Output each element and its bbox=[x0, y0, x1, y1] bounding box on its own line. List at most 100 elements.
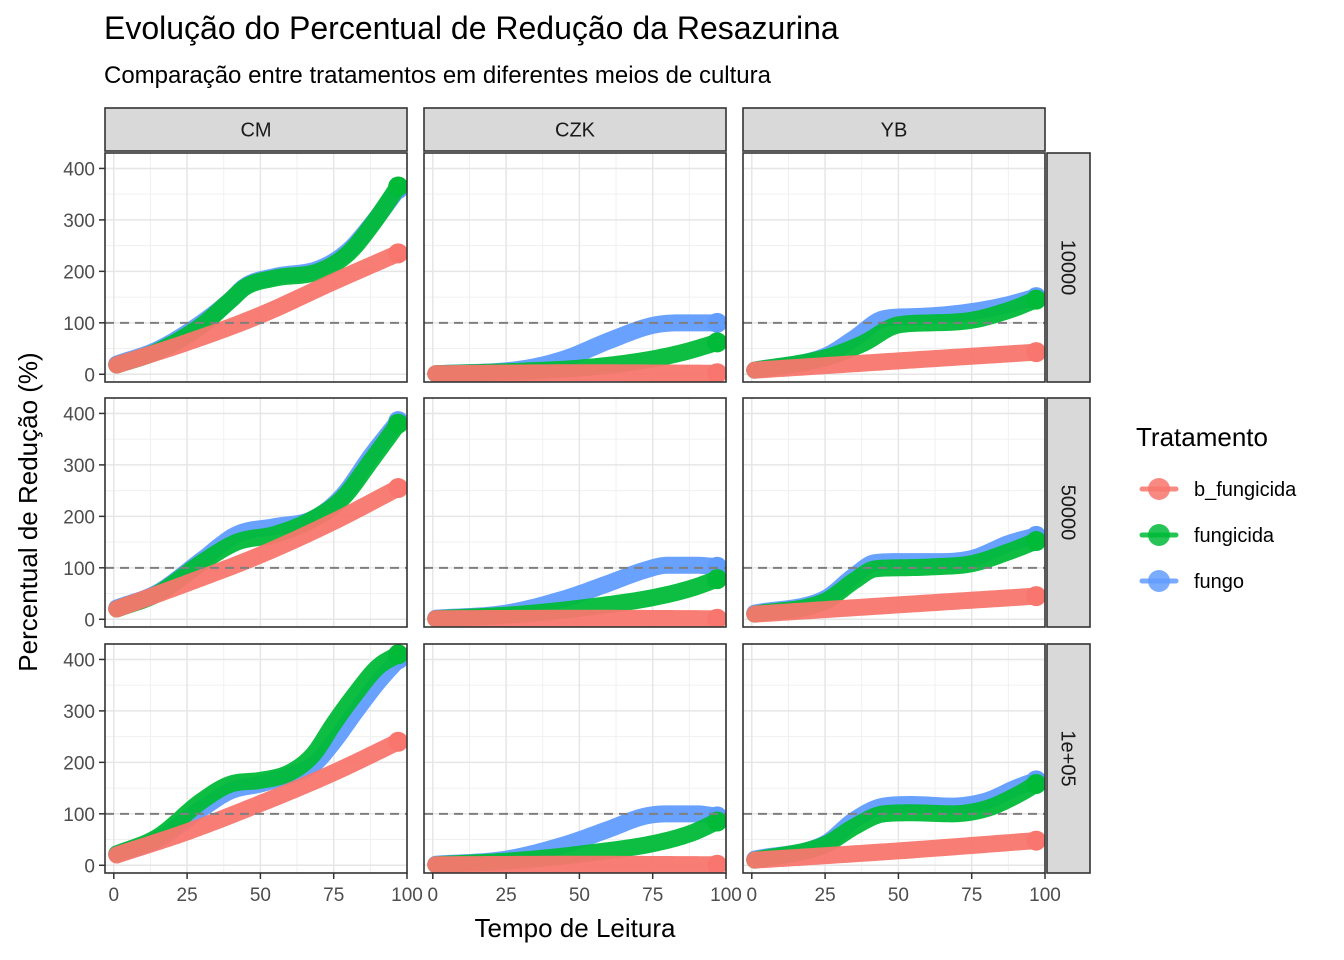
series-line-b-fungicida bbox=[108, 479, 407, 618]
panel-cm-1e-05: 0 100 200 300 400 0 25 50 75 100 bbox=[63, 643, 423, 906]
legend-label: fungo bbox=[1194, 571, 1244, 593]
panel-background bbox=[743, 644, 1045, 873]
series-line-b-fungicida bbox=[427, 855, 726, 873]
panel-czk-10000 bbox=[423, 152, 727, 383]
series-line-b-fungicida bbox=[108, 244, 407, 374]
legend-item-b-fungicida: b_fungicida bbox=[1139, 478, 1297, 501]
series-end-point-fungicida bbox=[1026, 531, 1045, 552]
series-line-b-fungicida bbox=[427, 364, 726, 382]
legend-title: Tratamento bbox=[1136, 422, 1268, 452]
strip-50000 bbox=[1046, 397, 1091, 628]
series-end-point-fungicida bbox=[388, 644, 407, 665]
series-end-point-fungicida bbox=[707, 332, 726, 353]
series-end-point-fungicida bbox=[707, 569, 726, 590]
series-end-point-b-fungicida bbox=[707, 608, 726, 627]
x-tick-label: 50 bbox=[569, 885, 590, 906]
x-tick-label: 75 bbox=[961, 885, 982, 906]
panel-border bbox=[104, 152, 408, 383]
series-end-point-fungicida bbox=[1026, 773, 1045, 794]
strip-yb bbox=[742, 107, 1046, 152]
series-end-point-b-fungicida bbox=[1026, 342, 1045, 363]
x-tick-label: 75 bbox=[323, 885, 344, 906]
x-tick-label: 0 bbox=[747, 885, 758, 906]
series-end-point-fungicida bbox=[388, 176, 407, 197]
series-line-b-fungicida bbox=[746, 587, 1045, 623]
x-axis-label: Tempo de Leitura bbox=[475, 913, 676, 943]
strip-10000 bbox=[1046, 152, 1091, 383]
panel-border bbox=[742, 397, 1046, 628]
chart-subtitle: Comparação entre tratamentos em diferent… bbox=[104, 62, 772, 89]
legend-key-point bbox=[1148, 524, 1170, 546]
strip-1e-05 bbox=[1046, 643, 1091, 874]
panel-cm-10000: 0 100 200 300 400 bbox=[63, 152, 408, 386]
y-tick-label: 100 bbox=[63, 805, 95, 826]
panel-border bbox=[104, 397, 408, 628]
strip-label-yb: YB bbox=[881, 120, 908, 142]
panel-background bbox=[424, 153, 726, 382]
y-tick-label: 400 bbox=[63, 650, 95, 671]
panel-border bbox=[423, 152, 727, 383]
y-tick-label: 200 bbox=[63, 507, 95, 528]
panel-border bbox=[104, 643, 408, 874]
series-line-b-fungicida bbox=[427, 609, 726, 627]
y-tick-label: 100 bbox=[63, 314, 95, 335]
panel-czk-1e-05: 0 25 50 75 100 bbox=[423, 643, 742, 906]
legend-item-fungicida: fungicida bbox=[1139, 524, 1275, 547]
legend-item-fungo: fungo bbox=[1139, 570, 1244, 593]
y-tick-label: 300 bbox=[63, 211, 95, 232]
series-end-point-b-fungicida bbox=[707, 854, 726, 873]
series-end-point-b-fungicida bbox=[388, 478, 407, 499]
strip-label-czk: CZK bbox=[555, 120, 596, 142]
strip-label-cm: CM bbox=[240, 120, 271, 142]
y-tick-label: 300 bbox=[63, 702, 95, 723]
x-tick-label: 0 bbox=[109, 885, 120, 906]
series-end-point-b-fungicida bbox=[1026, 830, 1045, 851]
x-tick-label: 0 bbox=[428, 885, 439, 906]
strip-cm bbox=[104, 107, 408, 152]
x-tick-label: 25 bbox=[496, 885, 517, 906]
legend-label: b_fungicida bbox=[1194, 479, 1297, 501]
series-line-b-fungicida bbox=[108, 733, 407, 864]
panel-border bbox=[742, 152, 1046, 383]
y-axis-label: Percentual de Redução (%) bbox=[13, 352, 43, 671]
panel-border bbox=[423, 397, 727, 628]
strip-label-1e-05: 1e+05 bbox=[1057, 730, 1079, 786]
y-tick-label: 400 bbox=[63, 404, 95, 425]
y-tick-label: 0 bbox=[84, 856, 95, 877]
panel-yb-50000 bbox=[742, 397, 1046, 628]
series-end-point-b-fungicida bbox=[388, 731, 407, 752]
legend-key-point bbox=[1148, 478, 1170, 500]
panel-yb-10000 bbox=[742, 152, 1046, 383]
series-end-point-b-fungicida bbox=[707, 363, 726, 382]
x-tick-label: 75 bbox=[642, 885, 663, 906]
y-tick-label: 400 bbox=[63, 159, 95, 180]
x-tick-label: 25 bbox=[177, 885, 198, 906]
panel-border bbox=[423, 643, 727, 874]
chart-title: Evolução do Percentual de Redução da Res… bbox=[104, 10, 839, 46]
y-tick-label: 0 bbox=[84, 610, 95, 631]
series-line-b-fungicida bbox=[746, 832, 1045, 869]
x-tick-label: 100 bbox=[1029, 885, 1061, 906]
x-tick-label: 100 bbox=[710, 885, 742, 906]
y-tick-label: 200 bbox=[63, 262, 95, 283]
series-end-point-fungicida bbox=[1026, 289, 1045, 310]
panel-cm-50000: 0 100 200 300 400 bbox=[63, 397, 408, 631]
strip-label-50000: 50000 bbox=[1057, 485, 1079, 541]
x-tick-label: 25 bbox=[815, 885, 836, 906]
x-tick-label: 100 bbox=[391, 885, 423, 906]
facet-panels: CM CZK YB10000500001e+05010020030040001002… bbox=[63, 107, 1091, 906]
legend: Tratamento b_fungicida fungicida fungo bbox=[1136, 422, 1297, 593]
y-tick-label: 200 bbox=[63, 753, 95, 774]
series-end-point-fungicida bbox=[388, 413, 407, 434]
panel-czk-50000 bbox=[423, 397, 727, 628]
panel-yb-1e-05: 0 25 50 75 100 bbox=[742, 643, 1061, 906]
y-tick-label: 0 bbox=[84, 365, 95, 386]
panel-border bbox=[742, 643, 1046, 874]
strip-czk bbox=[423, 107, 727, 152]
series-end-point-b-fungicida bbox=[1026, 586, 1045, 607]
series-line-b-fungicida bbox=[746, 343, 1045, 379]
legend-key-point bbox=[1148, 570, 1170, 592]
y-tick-label: 300 bbox=[63, 456, 95, 477]
series-end-point-fungicida bbox=[707, 811, 726, 832]
